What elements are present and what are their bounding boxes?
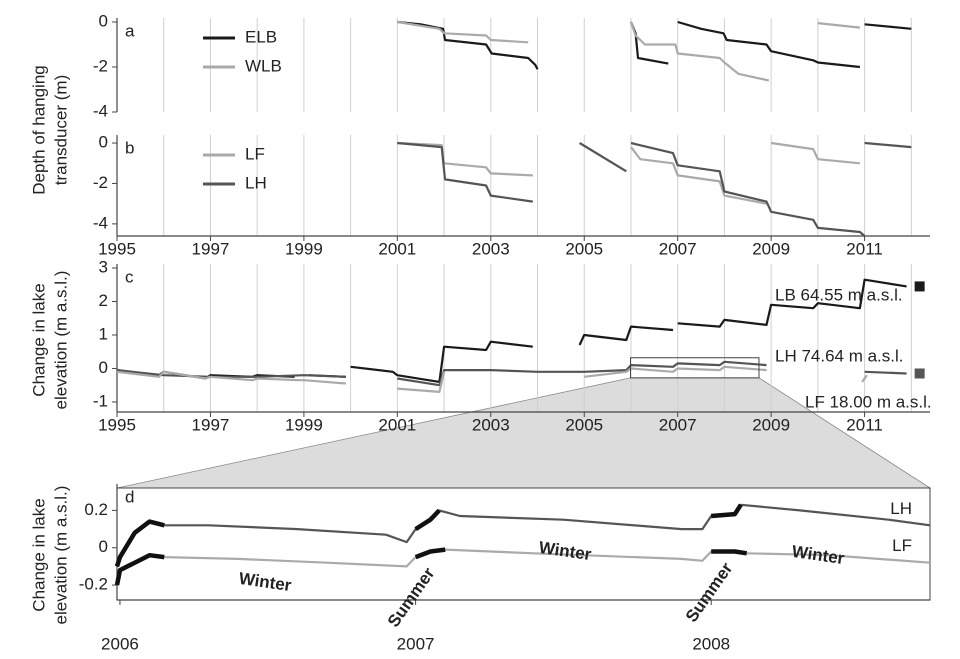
series-line [677, 20, 861, 69]
x-tick-label: 2001 [378, 415, 416, 434]
y-tick-label: -4 [93, 213, 108, 232]
annotation: Winter [238, 569, 293, 595]
y-tick-label: 0 [99, 11, 108, 30]
series-line [629, 21, 770, 82]
legend-label: LF [245, 144, 265, 163]
series-line [864, 141, 912, 149]
highlight-line [711, 503, 743, 519]
x-tick-label: 2005 [565, 415, 603, 434]
panel: 0 -2 -4 a Depth of hanging transducer (m) ELB W… [29, 11, 912, 195]
series-line [116, 370, 346, 385]
x-tick-label: 1997 [192, 239, 230, 258]
panel-letter: c [125, 267, 134, 286]
x-tick-label: 2009 [752, 239, 790, 258]
highlight-line [414, 547, 446, 560]
series-line [397, 20, 539, 70]
x-tick-label: 1997 [192, 415, 230, 434]
y-axis-label: Change in lake [29, 498, 48, 611]
series-line [630, 146, 767, 205]
y-tick-label: -2 [93, 56, 108, 75]
panel: 0 -2 -4 1995 1997 1999 2001 2003 2005 2007 2009 201… [93, 133, 930, 258]
annotation: LH 74.64 m a.s.l. [775, 346, 904, 365]
annotation: Winter [791, 542, 846, 568]
x-tick-label: 2009 [752, 415, 790, 434]
legend-label: LH [245, 173, 267, 192]
x-tick-label: 2003 [472, 415, 510, 434]
x-tick-label: 2005 [565, 239, 603, 258]
y-tick-label: -1 [93, 391, 108, 410]
series-line [817, 22, 861, 29]
series-line [397, 360, 767, 387]
y-axis-label: elevation (m a.s.l.) [51, 271, 70, 410]
series-line [584, 365, 767, 378]
annotation: LB 64.55 m a.s.l. [775, 285, 903, 304]
x-tick-label: 2011 [846, 239, 883, 258]
highlight-line [414, 508, 441, 531]
x-tick-label: 1995 [98, 239, 136, 258]
x-tick-label: 1999 [285, 239, 323, 258]
series-line [397, 141, 533, 203]
series-line [397, 20, 529, 44]
series-line [864, 23, 912, 30]
y-axis-label: transducer (m) [51, 75, 70, 186]
panel: 0.2 0 -0.2 2006 2007 2008 d Change in lake eleva… [29, 484, 931, 653]
y-tick-label: 0 [99, 537, 108, 556]
series-line [397, 371, 446, 393]
x-tick-label: 2011 [846, 415, 883, 434]
series-line [116, 369, 346, 378]
series-line [677, 278, 907, 328]
x-tick-label: 2001 [378, 239, 416, 258]
panel-letter: d [125, 487, 134, 506]
x-tick-label: 2006 [101, 634, 139, 653]
zoom-box [629, 357, 760, 379]
x-tick-label: 1995 [98, 415, 136, 434]
x-tick-label: 2003 [472, 239, 510, 258]
series-line [861, 374, 868, 383]
highlight-line [114, 552, 165, 586]
series-line [578, 325, 674, 346]
annotation: Summer [384, 564, 439, 631]
y-tick-label: -4 [93, 101, 108, 120]
x-tick-label: 2007 [659, 239, 697, 258]
y-tick-label: 0 [99, 133, 108, 152]
y-axis-label: Depth of hanging [29, 65, 48, 195]
series-line [630, 141, 866, 237]
y-tick-label: -2 [93, 173, 108, 192]
x-tick-label: 2008 [692, 634, 730, 653]
y-tick-label: 0 [99, 358, 108, 377]
series-line [629, 21, 669, 65]
y-axis-label: Change in lake [29, 283, 48, 396]
series-label: LH [890, 499, 912, 518]
y-tick-label: 2 [99, 291, 108, 310]
series-line [579, 142, 627, 173]
annotation: Summer [682, 559, 737, 626]
end-marker [914, 281, 925, 292]
y-tick-label: 1 [99, 324, 108, 343]
y-tick-label: -0.2 [79, 575, 108, 594]
x-tick-label: 1999 [285, 415, 323, 434]
legend-label: ELB [245, 27, 277, 46]
panel-letter: a [125, 21, 135, 40]
legend-label: WLB [245, 56, 282, 75]
end-marker [914, 368, 925, 379]
series-line [397, 141, 533, 177]
annotation: LF 18.00 m a.s.l. [805, 392, 932, 411]
panel: 3 2 1 0 -1 1995 1997 1999 2001 2003 2005 2007 2009 20… [29, 257, 930, 434]
y-axis-label: elevation (m a.s.l.) [51, 486, 70, 625]
annotation: Winter [538, 538, 593, 564]
panel-letter: b [125, 138, 134, 157]
series-line [864, 370, 907, 375]
series-line [770, 141, 861, 165]
series-line [350, 340, 533, 383]
y-tick-label: 3 [99, 257, 108, 276]
x-tick-label: 2007 [397, 634, 435, 653]
x-tick-label: 2007 [659, 415, 697, 434]
highlight-line [711, 549, 748, 556]
series-label: LF [892, 536, 912, 555]
highlight-line [114, 519, 165, 568]
y-tick-label: 0.2 [84, 500, 108, 519]
